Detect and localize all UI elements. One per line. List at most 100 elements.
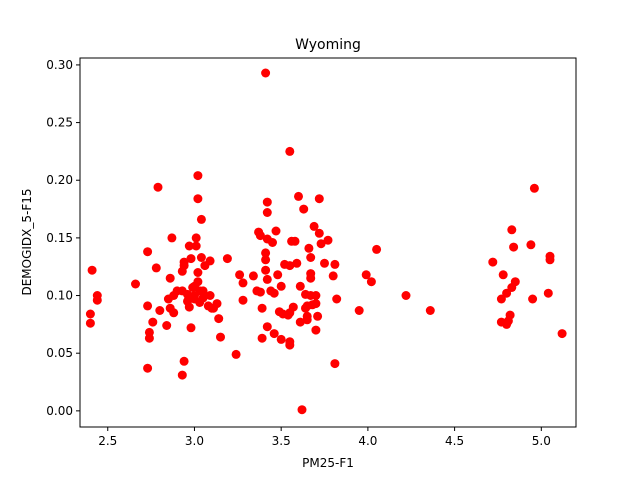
data-point — [311, 291, 321, 300]
data-point — [488, 257, 498, 267]
data-point — [205, 256, 215, 266]
data-point — [262, 208, 272, 217]
y-tick-label: 0.25 — [46, 116, 73, 130]
data-point — [314, 228, 324, 238]
data-point — [294, 191, 303, 201]
data-point — [248, 271, 258, 281]
data-point — [295, 317, 305, 327]
data-point — [184, 302, 194, 312]
data-point — [361, 270, 371, 280]
data-point — [143, 363, 153, 373]
x-axis-label: PM25-F1 — [302, 456, 354, 470]
data-point — [526, 240, 536, 250]
data-point — [316, 239, 326, 249]
data-point — [165, 273, 175, 283]
data-point — [198, 293, 208, 303]
data-point — [309, 221, 319, 231]
data-point — [198, 286, 208, 296]
data-point — [222, 254, 232, 264]
data-point — [502, 288, 512, 298]
data-point — [288, 302, 298, 312]
data-point — [151, 263, 161, 273]
data-point — [193, 277, 203, 287]
data-point — [314, 194, 324, 204]
data-points — [85, 68, 567, 415]
data-point — [320, 258, 329, 268]
data-point — [205, 291, 215, 300]
data-point — [261, 265, 271, 275]
data-point — [276, 334, 286, 344]
data-point — [193, 268, 203, 277]
data-point — [179, 261, 189, 271]
data-point — [143, 247, 153, 257]
data-point — [498, 270, 508, 280]
data-point — [505, 310, 515, 320]
y-tick-label: 0.20 — [46, 173, 73, 187]
data-point — [297, 405, 307, 415]
data-point — [144, 333, 154, 343]
data-point — [261, 68, 271, 78]
data-point — [262, 197, 272, 207]
data-point — [330, 259, 340, 269]
data-point — [295, 281, 305, 291]
data-point — [510, 277, 520, 287]
data-point — [183, 289, 192, 299]
data-point — [268, 238, 277, 247]
data-point — [311, 299, 321, 309]
data-point — [231, 349, 241, 359]
data-point — [311, 325, 321, 335]
data-point — [285, 261, 295, 271]
data-point — [557, 329, 567, 339]
data-point — [177, 370, 187, 380]
data-point — [191, 241, 201, 251]
data-point — [507, 225, 517, 235]
data-point — [255, 231, 265, 241]
data-point — [290, 236, 300, 246]
data-point — [191, 233, 201, 243]
data-point — [401, 291, 411, 300]
x-tick-label: 2.5 — [98, 434, 117, 448]
data-point — [186, 254, 196, 264]
y-tick-label: 0.10 — [46, 289, 73, 303]
y-tick-label: 0.00 — [46, 404, 73, 418]
data-point — [214, 314, 224, 324]
data-point — [271, 226, 281, 236]
data-point — [425, 306, 435, 315]
data-point — [148, 317, 158, 327]
data-point — [193, 171, 203, 181]
y-axis-ticks: 0.00 0.05 0.10 0.15 0.20 0.25 0.30 — [46, 58, 80, 418]
data-point — [269, 288, 279, 298]
data-point — [143, 301, 153, 311]
y-axis-label: DEMOGIDX_5-F15 — [20, 188, 34, 295]
data-point — [155, 306, 165, 315]
data-point — [328, 271, 338, 281]
data-point — [354, 306, 364, 315]
data-point — [216, 332, 225, 342]
data-point — [261, 255, 271, 265]
x-tick-label: 3.0 — [185, 434, 204, 448]
data-point — [184, 241, 194, 251]
data-point — [186, 323, 196, 333]
data-point — [193, 194, 203, 204]
data-point — [323, 235, 333, 245]
data-point — [366, 277, 376, 287]
data-point — [85, 309, 95, 319]
data-point — [306, 253, 316, 262]
data-point — [257, 303, 267, 313]
data-point — [269, 329, 279, 339]
data-point — [285, 340, 295, 350]
data-point — [262, 274, 272, 284]
y-tick-label: 0.30 — [46, 58, 73, 72]
data-point — [153, 182, 163, 192]
data-point — [529, 183, 539, 193]
data-point — [285, 146, 295, 156]
data-point — [162, 321, 172, 330]
data-point — [255, 287, 265, 297]
data-point — [306, 273, 316, 283]
chart-title: Wyoming — [295, 37, 361, 53]
data-point — [262, 322, 272, 332]
data-point — [292, 258, 302, 268]
data-point — [330, 359, 340, 369]
data-point — [496, 294, 506, 304]
